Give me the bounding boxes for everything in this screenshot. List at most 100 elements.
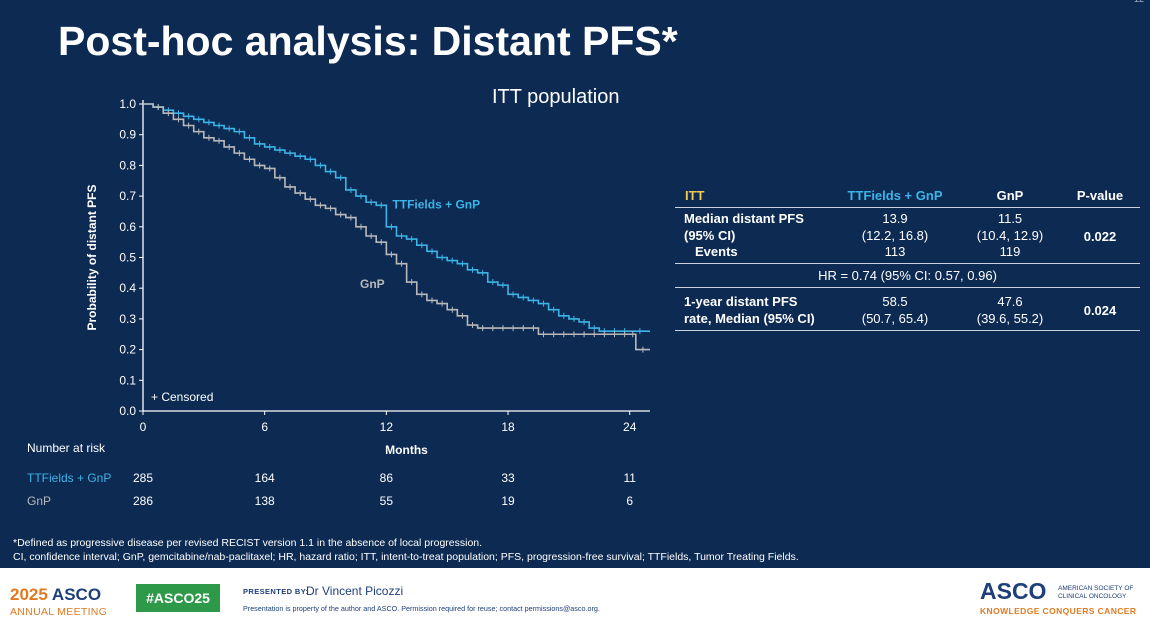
events-tt: 113: [884, 244, 906, 259]
y-tick-label: 0.4: [119, 281, 136, 295]
risk-value-gnp: 6: [626, 494, 634, 508]
x-tick-label: 6: [261, 420, 268, 434]
median-tt: 13.9: [882, 211, 908, 226]
gnp-censor-mark: [449, 306, 456, 313]
gnp-censor-mark: [236, 150, 243, 157]
ttfields-censor-mark: [550, 306, 557, 313]
y-tick-label: 0.0: [119, 404, 136, 418]
rate-gnp-ci: (39.6, 55.2): [976, 311, 1044, 326]
divider-4: [675, 330, 1140, 331]
ttfields-censor-mark: [175, 110, 182, 117]
gnp-curve-label: GnP: [360, 277, 385, 291]
ttfields-censor-mark: [636, 328, 643, 335]
rate-label-2: rate, Median (95% CI): [684, 311, 815, 326]
gnp-censor-mark: [639, 346, 646, 353]
gnp-censor-mark: [428, 297, 435, 304]
gnp-censor-mark: [175, 116, 182, 123]
rate-tt: 58.5: [882, 294, 908, 309]
median-tt-ci: (12.2, 16.8): [861, 228, 929, 243]
gnp-censor-mark: [327, 205, 334, 212]
gnp-censor-mark: [479, 325, 486, 332]
header-itt: ITT: [685, 188, 705, 203]
gnp-censor-mark: [378, 239, 385, 246]
gnp-censor-mark: [266, 165, 273, 172]
rate-pvalue: 0.024: [1083, 303, 1117, 318]
km-chart: 0.0 0.1 0.2 0.3 0.4 0.5 0.6 0.7 0.8 0.9 1.0 0 6 12 18 2…: [85, 97, 650, 457]
gnp-censor-mark: [560, 331, 567, 338]
x-axis-label: Months: [385, 443, 428, 457]
ttfields-censor-mark: [479, 269, 486, 276]
ttfields-censor-mark: [368, 199, 375, 206]
ttfields-censor-mark: [216, 122, 223, 129]
censored-legend: + Censored: [151, 390, 213, 404]
ttfields-censor-mark: [418, 242, 425, 249]
y-axis-label: Probability of distant PFS: [85, 184, 99, 330]
gnp-censor-mark: [611, 331, 618, 338]
ttfields-censor-mark: [570, 315, 577, 322]
asco-society-name: AMERICAN SOCIETY OF CLINICAL ONCOLOGY: [1058, 585, 1134, 600]
risk-value-ttfields: 164: [254, 471, 275, 485]
ttfields-censor-mark: [439, 254, 446, 261]
asco-logo: ASCO: [980, 578, 1047, 604]
gnp-censor-mark: [165, 110, 172, 117]
y-tick-label: 0.2: [119, 343, 136, 357]
gnp-censor-mark: [408, 279, 415, 286]
gnp-censor-mark: [276, 174, 283, 181]
slide-number: 12: [1134, 0, 1144, 4]
median-label-2: (95% CI): [684, 228, 736, 243]
ttfields-censor-mark: [226, 125, 233, 132]
risk-value-ttfields: 285: [132, 471, 154, 485]
results-header-row: ITT TTFields + GnP GnP P-value: [675, 188, 1140, 208]
y-tick-label: 0.9: [119, 128, 136, 142]
gnp-censor-mark: [297, 190, 304, 197]
footnote-1: *Defined as progressive disease per revi…: [13, 537, 483, 549]
y-tick-label: 0.7: [119, 189, 136, 203]
gnp-censor-mark: [287, 183, 294, 190]
ttfields-censor-mark: [560, 312, 567, 319]
ttfields-censor-mark: [185, 113, 192, 120]
ttfields-censor-mark: [307, 156, 314, 163]
divider-2: [675, 263, 1140, 264]
gnp-censor-mark: [439, 300, 446, 307]
x-tick-label: 0: [140, 420, 147, 434]
gnp-censor-mark: [317, 202, 324, 209]
ttfields-censor-mark: [256, 140, 263, 147]
presented-by-label: PRESENTED BY:: [243, 587, 309, 596]
gnp-censor-mark: [418, 291, 425, 298]
gnp-censor-mark: [185, 122, 192, 129]
ttfields-censor-mark: [297, 153, 304, 160]
slide-title: Post-hoc analysis: Distant PFS*: [58, 18, 678, 64]
gnp-censor-mark: [550, 331, 557, 338]
ttfields-censor-mark: [581, 318, 588, 325]
hashtag-badge: #ASCO25: [136, 584, 220, 612]
ttfields-censor-mark: [499, 282, 506, 289]
events-label: Events: [695, 244, 738, 259]
risk-value-ttfields: 33: [501, 471, 515, 485]
gnp-censor-mark: [469, 322, 476, 329]
gnp-censor-mark: [540, 331, 547, 338]
ttfields-censor-mark: [195, 116, 202, 123]
gnp-censor-mark: [520, 325, 527, 332]
y-tick-label: 1.0: [119, 97, 136, 111]
ttfields-censor-mark: [236, 128, 243, 135]
ttfields-censor-mark: [287, 150, 294, 157]
rate-label-1: 1-year distant PFS: [684, 294, 798, 309]
risk-value-gnp: 55: [379, 494, 394, 508]
gnp-censor-mark: [621, 331, 628, 338]
median-gnp: 11.5: [997, 211, 1023, 226]
ttfields-censor-mark: [408, 236, 415, 243]
gnp-censor-mark: [581, 331, 588, 338]
gnp-censor-mark: [205, 134, 212, 141]
ttfields-censor-mark: [378, 202, 385, 209]
gnp-censor-mark: [530, 325, 537, 332]
gnp-censor-mark: [570, 331, 577, 338]
ttfields-censor-mark: [246, 134, 253, 141]
gnp-censor-mark: [347, 214, 354, 221]
ttfields-censor-mark: [510, 291, 517, 298]
risk-value-gnp: 138: [254, 494, 275, 508]
gnp-censor-mark: [155, 104, 162, 111]
divider-1: [675, 207, 1140, 208]
ttfields-censor-mark: [205, 119, 212, 126]
ttfields-censor-mark: [520, 294, 527, 301]
